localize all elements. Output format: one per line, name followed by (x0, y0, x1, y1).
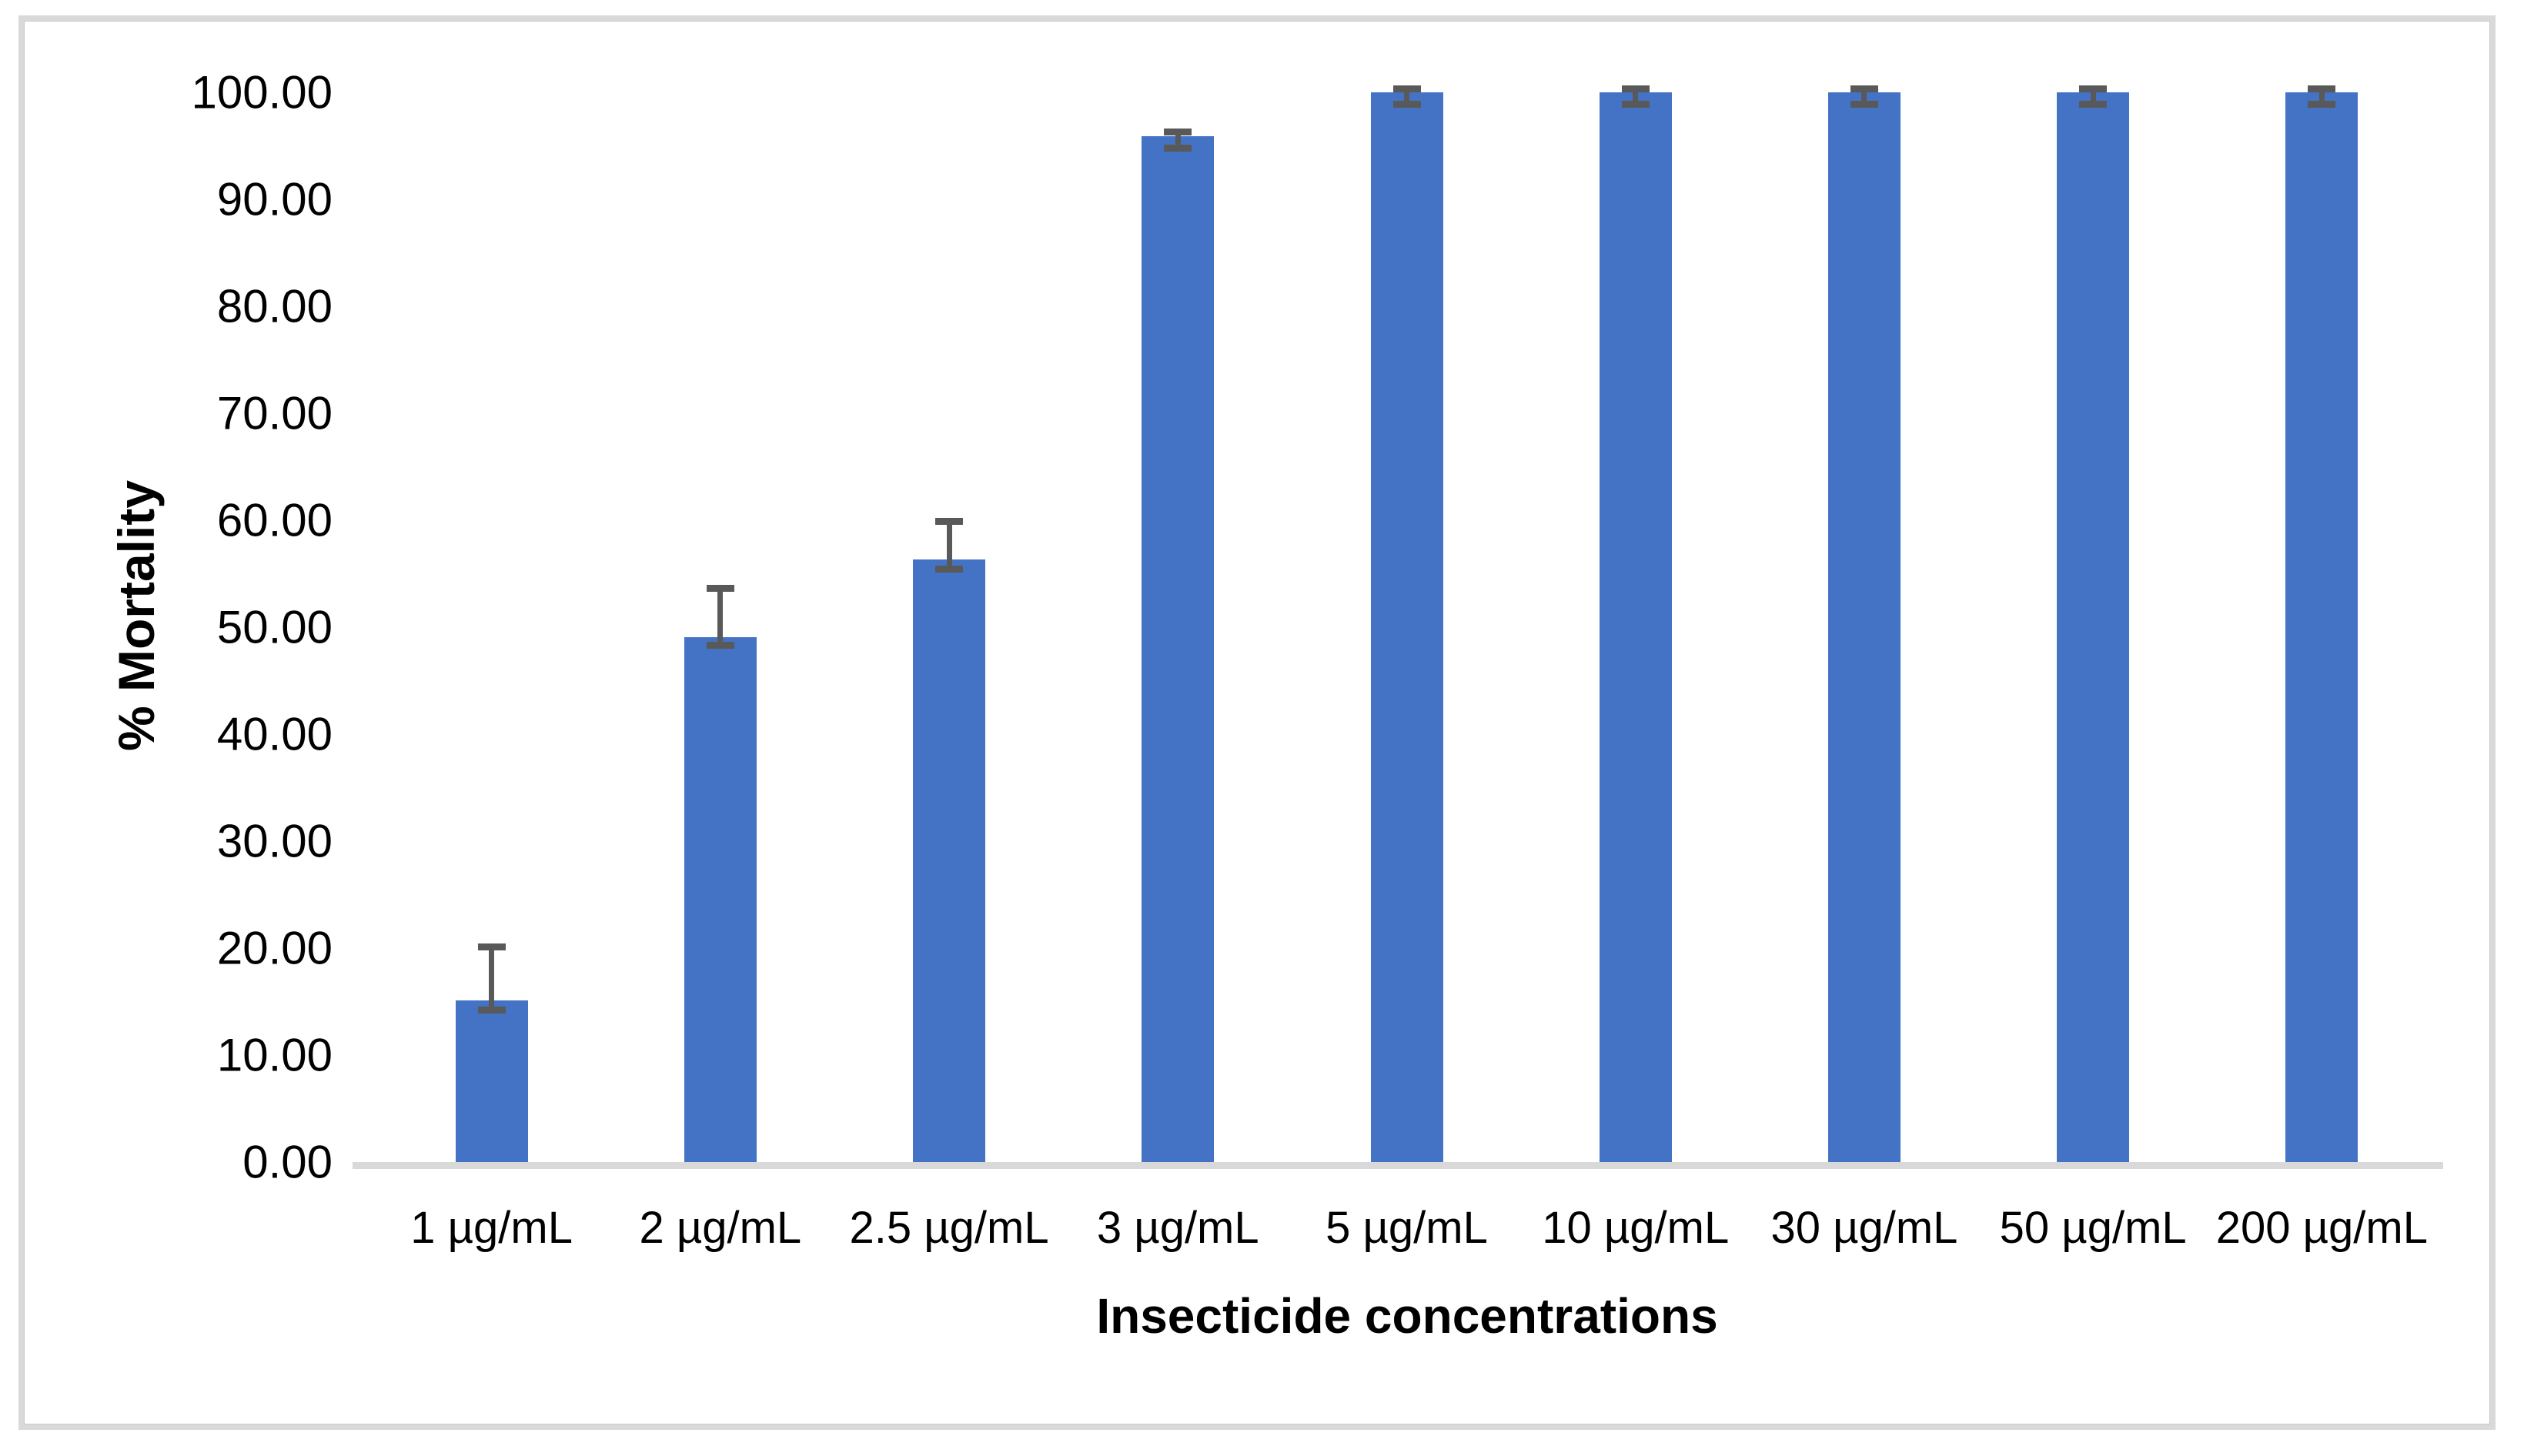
error-bar-cap (1850, 85, 1878, 93)
error-bar (2090, 88, 2096, 105)
error-bar (1861, 88, 1867, 105)
x-tick-label: 200 µg/mL (2215, 1203, 2428, 1253)
bar (913, 559, 986, 1162)
error-bar-cap (706, 642, 734, 650)
bar (2057, 92, 2130, 1162)
x-axis-line (353, 1162, 2443, 1169)
x-tick-label: 50 µg/mL (1999, 1203, 2187, 1253)
error-bar-cap (935, 566, 964, 573)
error-bar (1175, 132, 1181, 149)
error-bar (717, 588, 724, 646)
error-bar-cap (2079, 100, 2108, 108)
error-bar (1633, 88, 1639, 105)
y-tick-label: 10.00 (216, 1029, 333, 1081)
y-tick-label: 20.00 (216, 922, 333, 974)
x-tick-label: 5 µg/mL (1326, 1203, 1488, 1253)
error-bar (2318, 88, 2325, 105)
x-tick-label: 30 µg/mL (1770, 1203, 1958, 1253)
error-bar-cap (935, 517, 964, 525)
x-tick-label: 2 µg/mL (639, 1203, 802, 1253)
y-tick-label: 60.00 (216, 494, 333, 546)
bar (1599, 92, 1672, 1162)
bar (1370, 92, 1443, 1162)
error-bar-cap (2079, 85, 2108, 93)
error-bar (489, 947, 495, 1010)
y-tick-label: 50.00 (216, 601, 333, 653)
error-bar-cap (1164, 128, 1192, 135)
y-tick-label: 90.00 (216, 173, 333, 225)
bar (1142, 135, 1215, 1162)
error-bar (946, 521, 952, 569)
x-tick-label: 2.5 µg/mL (849, 1203, 1049, 1253)
error-bar-cap (1621, 100, 1650, 108)
y-tick-label: 80.00 (216, 280, 333, 332)
y-tick-label: 70.00 (216, 387, 333, 439)
x-axis-title: Insecticide concentrations (1096, 1288, 1718, 1344)
error-bar-cap (2308, 100, 2336, 108)
y-tick-label: 100.00 (191, 66, 333, 119)
y-tick-label: 30.00 (216, 815, 333, 867)
bar (2285, 92, 2359, 1162)
x-tick-label: 3 µg/mL (1096, 1203, 1259, 1253)
error-bar-cap (1392, 85, 1421, 93)
y-tick-label: 40.00 (216, 708, 333, 760)
y-tick-label: 0.00 (242, 1136, 333, 1188)
error-bar-cap (706, 585, 734, 593)
error-bar-cap (477, 943, 506, 951)
error-bar-cap (1621, 85, 1650, 93)
error-bar-cap (2308, 85, 2336, 93)
bar (684, 636, 757, 1162)
error-bar-cap (1392, 100, 1421, 108)
bar (1827, 92, 1901, 1162)
x-tick-label: 1 µg/mL (410, 1203, 573, 1253)
error-bar-cap (1164, 144, 1192, 152)
error-bar-cap (477, 1007, 506, 1014)
bar (455, 1000, 528, 1162)
error-bar-cap (1850, 100, 1878, 108)
x-tick-label: 10 µg/mL (1542, 1203, 1730, 1253)
error-bar (1404, 88, 1409, 105)
